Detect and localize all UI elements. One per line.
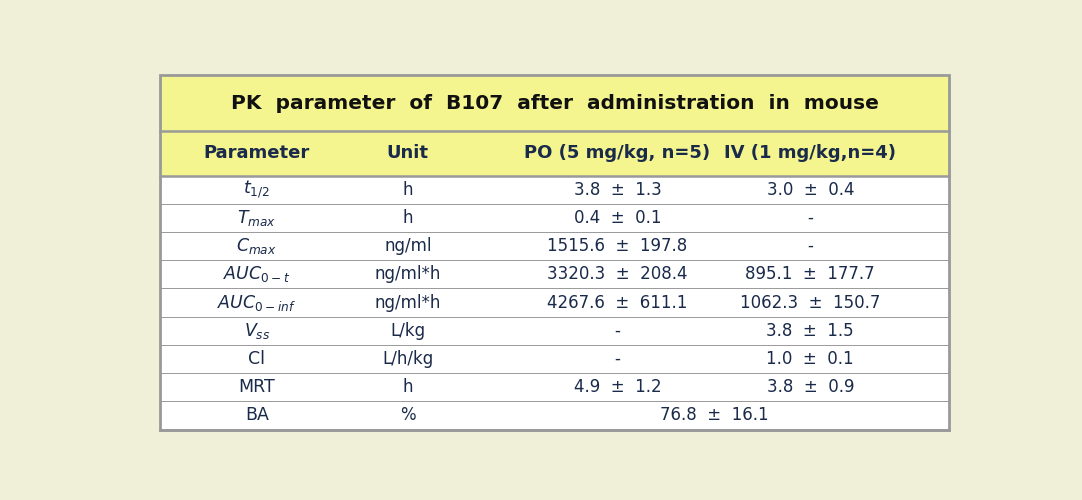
Text: ng/ml: ng/ml	[384, 237, 432, 255]
Text: -: -	[807, 237, 814, 255]
Bar	[160, 131, 949, 176]
Text: 3320.3  ±  208.4: 3320.3 ± 208.4	[547, 266, 688, 283]
Text: h: h	[403, 378, 413, 396]
Text: PO (5 mg/kg, n=5): PO (5 mg/kg, n=5)	[525, 144, 711, 162]
Text: 895.1  ±  177.7: 895.1 ± 177.7	[745, 266, 875, 283]
Text: Cl: Cl	[249, 350, 265, 368]
Bar	[160, 204, 949, 232]
Text: -: -	[807, 209, 814, 227]
Text: 1.0  ±  0.1: 1.0 ± 0.1	[766, 350, 854, 368]
Text: 1062.3  ±  150.7: 1062.3 ± 150.7	[740, 294, 881, 312]
Text: $t_{1/2}$: $t_{1/2}$	[243, 179, 270, 201]
Text: L/kg: L/kg	[391, 322, 425, 340]
Bar	[160, 373, 949, 402]
Text: %: %	[400, 406, 415, 424]
Text: ng/ml*h: ng/ml*h	[374, 266, 441, 283]
Text: 4267.6  ±  611.1: 4267.6 ± 611.1	[547, 294, 687, 312]
Bar	[160, 345, 949, 373]
Text: -: -	[615, 350, 620, 368]
Text: $V_{ss}$: $V_{ss}$	[243, 321, 270, 341]
Text: BA: BA	[245, 406, 268, 424]
Text: 3.8  ±  1.3: 3.8 ± 1.3	[573, 180, 661, 198]
Text: $AUC_{0-t}$: $AUC_{0-t}$	[223, 264, 291, 284]
Bar	[160, 76, 949, 131]
Text: PK  parameter  of  B107  after  administration  in  mouse: PK parameter of B107 after administratio…	[230, 94, 879, 113]
Bar	[160, 260, 949, 288]
Text: 1515.6  ±  197.8: 1515.6 ± 197.8	[547, 237, 687, 255]
Text: 4.9  ±  1.2: 4.9 ± 1.2	[573, 378, 661, 396]
Text: h: h	[403, 180, 413, 198]
Text: ng/ml*h: ng/ml*h	[374, 294, 441, 312]
Text: 3.8  ±  0.9: 3.8 ± 0.9	[766, 378, 854, 396]
Text: 3.8  ±  1.5: 3.8 ± 1.5	[766, 322, 854, 340]
Text: Unit: Unit	[386, 144, 428, 162]
Text: MRT: MRT	[238, 378, 275, 396]
Bar	[160, 288, 949, 316]
Text: $AUC_{0-inf}$: $AUC_{0-inf}$	[217, 292, 296, 312]
Bar	[160, 316, 949, 345]
Text: -: -	[615, 322, 620, 340]
Bar	[160, 402, 949, 429]
Text: Parameter: Parameter	[203, 144, 309, 162]
Bar	[160, 232, 949, 260]
Text: $T_{max}$: $T_{max}$	[237, 208, 276, 228]
Text: $C_{max}$: $C_{max}$	[237, 236, 277, 256]
Text: IV (1 mg/kg,n=4): IV (1 mg/kg,n=4)	[724, 144, 896, 162]
Bar	[160, 176, 949, 204]
Text: L/h/kg: L/h/kg	[382, 350, 434, 368]
Text: 76.8  ±  16.1: 76.8 ± 16.1	[660, 406, 768, 424]
Text: 3.0  ±  0.4: 3.0 ± 0.4	[766, 180, 854, 198]
Text: 0.4  ±  0.1: 0.4 ± 0.1	[573, 209, 661, 227]
Text: h: h	[403, 209, 413, 227]
